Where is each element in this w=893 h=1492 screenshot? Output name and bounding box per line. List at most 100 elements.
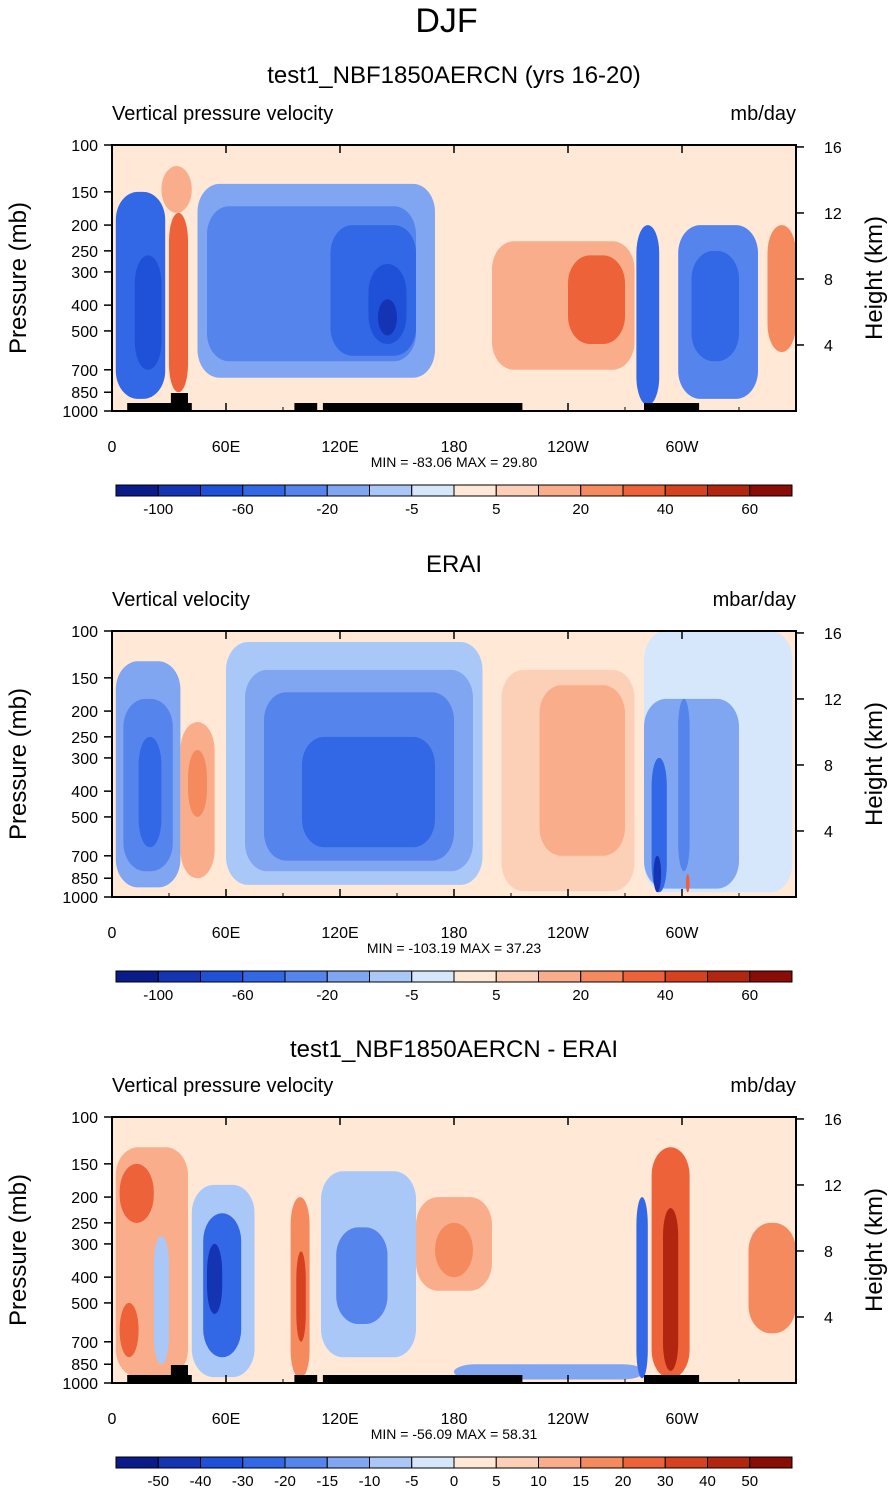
x-tick-label: 0 [108,1411,117,1428]
colorbar-swatch [242,1456,286,1469]
y-axis-title: Pressure (mb) [5,202,32,354]
contour-region [378,299,397,336]
y-tick-label: 850 [71,1357,98,1374]
colorbar-swatch [200,1456,244,1469]
x-tick-label: 120E [321,1411,358,1428]
colorbar-swatch [664,1456,708,1469]
colorbar-label: -15 [316,1473,338,1490]
colorbar-swatch [115,970,159,983]
panel-3-variable-label: Vertical pressure velocity [112,1075,334,1097]
x-tick-label: 180 [441,925,468,942]
x-tick-label: 60W [666,439,700,456]
y-tick-label: 400 [71,784,98,801]
colorbar-swatch [538,1456,582,1469]
x-tick-label: 120W [547,439,590,456]
colorbar-swatch [369,484,413,497]
colorbar-swatch [411,484,455,497]
y2-tick-label: 16 [824,140,842,157]
contour-region [539,685,625,856]
contour-region [153,1235,169,1365]
colorbar-label: -10 [359,1473,381,1490]
contour-region [653,855,662,893]
colorbar-label: 15 [572,1473,589,1490]
y2-tick-label: 8 [824,272,833,289]
y2-tick-label: 4 [824,338,833,355]
colorbar-swatch [622,970,666,983]
contour-region [134,255,162,370]
land-mask-bar [127,403,192,411]
colorbar-label: 0 [450,1473,458,1490]
land-mask-bar [322,1375,523,1383]
colorbar-swatch [411,970,455,983]
colorbar-swatch [284,1456,328,1469]
panel-1-plot: 0 60E 120E 180 120W 60W 100 150 200 250 300 400 500 7… [5,138,888,456]
y-tick-label: 850 [71,385,98,402]
panel-1-units-label: mb/day [730,103,796,125]
panel-1-minmax: MIN = -83.06 MAX = 29.80 [370,454,538,470]
contour-region [188,749,207,817]
y2-tick-label: 8 [824,758,833,775]
contour-field [115,1147,796,1380]
contour-region [644,698,739,889]
y2-tick-label: 12 [824,692,842,709]
x-tick-label: 60W [666,1411,700,1428]
x-tick-label: 120E [321,925,358,942]
contour-region [296,1251,306,1342]
panel-1-colorbar: -100 -60 -20 -5 5 20 40 60 [115,484,793,518]
colorbar-swatch [622,484,666,497]
colorbar-swatch [157,484,201,497]
contour-region [435,1222,473,1278]
x-tick-label: 120W [547,925,590,942]
y-tick-label: 200 [71,218,98,235]
y-tick-label: 1000 [62,404,98,421]
colorbar-swatch [284,970,328,983]
contour-region [748,1222,796,1334]
y-tick-label: 100 [71,138,98,155]
colorbar-label: 40 [699,1473,716,1490]
y-tick-label: 400 [71,1270,98,1287]
panel-2-variable-label: Vertical velocity [112,589,250,611]
x-tick-label: 60E [212,925,240,942]
colorbar-label: -100 [143,987,173,1004]
colorbar-swatch [538,484,582,497]
y-axis-title: Pressure (mb) [5,1174,32,1326]
panel-1-variable-label: Vertical pressure velocity [112,103,334,125]
y2-tick-label: 4 [824,1310,833,1327]
colorbar-swatch [664,484,708,497]
land-mask-bar [294,1375,318,1383]
colorbar-swatch [580,970,624,983]
x-tick-label: 60E [212,439,240,456]
colorbar-swatch [622,1456,666,1469]
land-mask-bar [644,403,700,411]
y2-tick-label: 12 [824,206,842,223]
colorbar-swatch [707,1456,751,1469]
colorbar-label: 60 [741,501,758,518]
colorbar-swatch [157,970,201,983]
land-mask-bar [127,1375,192,1383]
colorbar-swatch [411,1456,455,1469]
colorbar-swatch [326,1456,370,1469]
contour-region [685,874,690,893]
colorbar-swatch [495,1456,539,1469]
colorbar-swatch [749,970,793,983]
contour-region [161,166,192,213]
y-tick-label: 300 [71,1237,98,1254]
colorbar-label: -60 [232,501,254,518]
land-mask-bar [294,403,318,411]
colorbar-swatch [580,1456,624,1469]
x-tick-label: 60W [666,925,700,942]
land-mask-bump [170,1365,188,1383]
y-tick-label: 150 [71,185,98,202]
colorbar-label: -50 [147,1473,169,1490]
colorbar-swatch [749,1456,793,1469]
panel-2-minmax: MIN = -103.19 MAX = 37.23 [366,940,542,956]
y2-axis-title: Height (km) [861,1188,888,1312]
colorbar-swatch [538,970,582,983]
colorbar-swatch [242,484,286,497]
colorbar-label: 20 [572,987,589,1004]
contour-region [336,1227,388,1324]
y-tick-label: 500 [71,324,98,341]
contour-field [115,166,796,406]
land-mask-bar [322,403,523,411]
panel-2-plot: 0 60E 120E 180 120W 60W 100 150 200 250 300 400 500 7… [5,624,888,942]
